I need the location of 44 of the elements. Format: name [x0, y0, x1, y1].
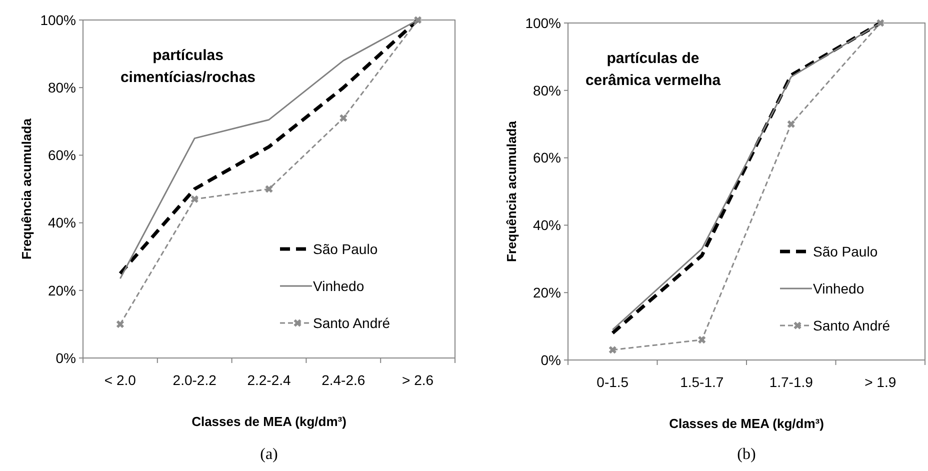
- y-tick-label: 80%: [532, 82, 561, 98]
- point: [787, 120, 795, 128]
- y-tick-label: 0%: [540, 352, 561, 368]
- y-tick-label: 20%: [48, 282, 76, 298]
- point: [608, 346, 616, 354]
- text: partículas cimentícias/rochas: [120, 47, 256, 86]
- x-tick-label: 1.7-1.9: [769, 374, 814, 390]
- x-tick-label: 2.0-2.2: [172, 372, 217, 388]
- text: partículas de cerâmica vermelha: [585, 50, 722, 89]
- point: [265, 185, 273, 193]
- y-axis-title: Frequência acumulada: [19, 118, 34, 260]
- legend-label: Santo André: [313, 314, 390, 331]
- x-tick-label: > 1.9: [864, 374, 896, 390]
- y-tick-label: 100%: [525, 14, 561, 31]
- y-tick-label: 0%: [56, 350, 76, 366]
- y-tick-label: 60%: [48, 147, 76, 164]
- text: (b): [737, 446, 756, 463]
- y-tick-label: 80%: [48, 80, 76, 96]
- x-tick-label: < 2.0: [104, 372, 136, 388]
- y-tick-label: 40%: [48, 214, 76, 231]
- text: (a): [260, 446, 278, 463]
- legend-label: Vinhedo: [313, 278, 364, 294]
- point: [414, 16, 422, 24]
- x-axis-title: Classes de MEA (kg/dm³): [192, 414, 346, 429]
- x-tick-label: 2.2-2.4: [247, 372, 292, 388]
- x-tick-label: 2.4-2.6: [322, 372, 366, 388]
- y-tick-label: 60%: [532, 150, 561, 166]
- y-tick-label: 40%: [532, 217, 561, 234]
- legend-label: Vinhedo: [813, 280, 864, 296]
- y-tick-label: 20%: [532, 284, 561, 300]
- y-tick-label: 100%: [40, 12, 76, 28]
- x-tick-label: 0-1.5: [596, 374, 629, 390]
- legend-label: São Paulo: [813, 243, 878, 260]
- point: [698, 336, 706, 344]
- x-axis-title: Classes de MEA (kg/dm³): [669, 416, 824, 431]
- x-tick-label: > 2.6: [402, 372, 434, 388]
- legend-label: São Paulo: [313, 240, 378, 257]
- x-tick-label: 1.5-1.7: [680, 374, 724, 390]
- point: [340, 114, 348, 122]
- y-axis-title: Frequência acumulada: [504, 120, 519, 262]
- legend-label: Santo André: [813, 317, 890, 334]
- point: [116, 320, 124, 328]
- point: [190, 195, 198, 203]
- point: [876, 19, 884, 27]
